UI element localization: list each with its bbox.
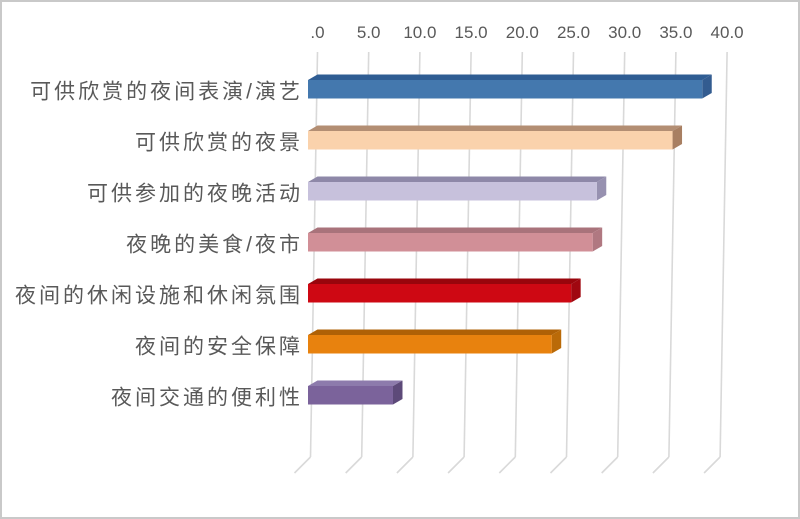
bar-side-face bbox=[392, 380, 403, 405]
gridline bbox=[565, 51, 575, 458]
gridline-floor-foot bbox=[549, 456, 568, 474]
gridline-floor-foot bbox=[396, 456, 414, 474]
bar-top-face bbox=[308, 278, 581, 284]
gridline-floor-foot bbox=[447, 456, 465, 474]
gridline bbox=[514, 51, 524, 458]
gridline-floor-foot bbox=[498, 456, 516, 474]
bar-side-face bbox=[672, 125, 683, 150]
category-label: 夜间交通的便利性 bbox=[111, 386, 303, 409]
bar-top-face bbox=[308, 380, 403, 386]
bar-front-face bbox=[308, 335, 552, 354]
bar-top-face bbox=[308, 227, 603, 233]
bar-front-face bbox=[308, 182, 597, 201]
x-axis-tick-label: .0 bbox=[310, 23, 324, 42]
bar-top-face bbox=[308, 329, 562, 335]
gridline-floor-foot bbox=[601, 456, 619, 474]
x-axis-tick-label: 30.0 bbox=[608, 23, 641, 42]
gridline bbox=[463, 51, 472, 458]
gridline bbox=[616, 51, 626, 458]
x-axis-tick-label: 5.0 bbox=[357, 23, 381, 42]
bar-side-face bbox=[596, 176, 607, 201]
gridline bbox=[668, 51, 677, 458]
bar-side-face bbox=[702, 74, 712, 99]
x-axis-tick-label: 25.0 bbox=[557, 23, 590, 42]
gridline-floor-foot bbox=[652, 456, 670, 474]
category-label: 可供欣赏的夜景 bbox=[135, 131, 303, 154]
gridline-floor-foot bbox=[703, 456, 721, 474]
gridline bbox=[412, 51, 421, 458]
gridline bbox=[719, 51, 728, 458]
x-axis-tick-label: 15.0 bbox=[455, 23, 488, 42]
category-label: 夜间的休闲设施和休闲氛围 bbox=[15, 284, 303, 307]
gridline-floor-foot bbox=[345, 456, 363, 474]
x-axis-tick-label: 35.0 bbox=[659, 23, 692, 42]
bar-side-face bbox=[551, 329, 562, 354]
bar-side-face bbox=[592, 227, 603, 252]
category-label: 夜间的安全保障 bbox=[135, 335, 303, 358]
category-label: 夜晚的美食/夜市 bbox=[126, 233, 303, 256]
gridline-floor-foot bbox=[293, 456, 312, 474]
bar-top-face bbox=[308, 74, 712, 80]
bar-front-face bbox=[308, 284, 572, 303]
bar-top-face bbox=[308, 176, 607, 182]
x-axis-tick-label: 10.0 bbox=[403, 23, 436, 42]
bar-top-face bbox=[308, 125, 683, 131]
bar-front-face bbox=[308, 131, 673, 150]
bar-front-face bbox=[308, 386, 393, 405]
x-axis-tick-label: 20.0 bbox=[506, 23, 539, 42]
bar-side-face bbox=[571, 278, 581, 303]
bar-front-face bbox=[308, 233, 593, 252]
category-label: 可供参加的夜晚活动 bbox=[87, 182, 303, 205]
category-label: 可供欣赏的夜间表演/演艺 bbox=[30, 80, 303, 103]
bar-front-face bbox=[308, 80, 703, 99]
x-axis-tick-label: 40.0 bbox=[711, 23, 744, 42]
